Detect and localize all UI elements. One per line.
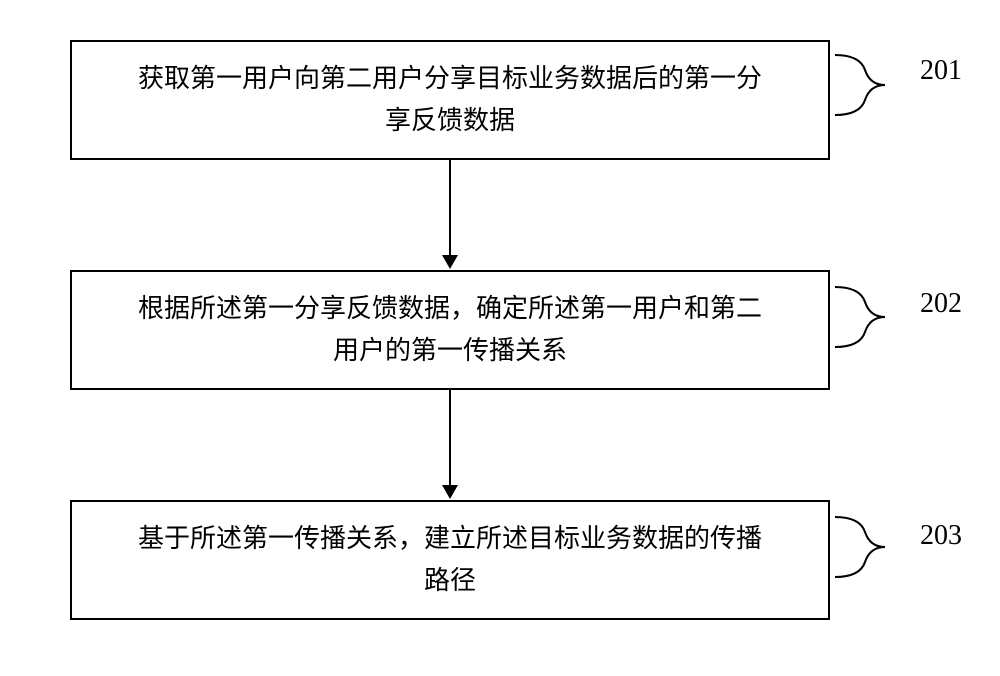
flowchart-step-2: 根据所述第一分享反馈数据，确定所述第一用户和第二 用户的第一传播关系	[70, 270, 830, 390]
step-1-line1: 获取第一用户向第二用户分享目标业务数据后的第一分	[138, 64, 762, 93]
arrow-line	[449, 160, 451, 255]
arrow-line	[449, 390, 451, 485]
flowchart-step-3: 基于所述第一传播关系，建立所述目标业务数据的传播 路径	[70, 500, 830, 620]
step-3-label: 203	[920, 520, 962, 552]
arrow-2-to-3	[442, 390, 458, 499]
step-2-line2: 用户的第一传播关系	[333, 336, 567, 365]
arrow-1-to-2	[442, 160, 458, 269]
step-2-label: 202	[920, 288, 962, 320]
step-1-line2: 享反馈数据	[385, 106, 515, 135]
flowchart-step-1: 获取第一用户向第二用户分享目标业务数据后的第一分 享反馈数据	[70, 40, 830, 160]
bracket-2	[835, 282, 915, 352]
step-2-text: 根据所述第一分享反馈数据，确定所述第一用户和第二 用户的第一传播关系	[118, 288, 782, 371]
bracket-1	[835, 50, 915, 120]
step-3-line1: 基于所述第一传播关系，建立所述目标业务数据的传播	[138, 524, 762, 553]
step-3-line2: 路径	[424, 566, 476, 595]
step-3-text: 基于所述第一传播关系，建立所述目标业务数据的传播 路径	[118, 518, 782, 601]
step-1-text: 获取第一用户向第二用户分享目标业务数据后的第一分 享反馈数据	[118, 58, 782, 141]
arrow-head-icon	[442, 255, 458, 269]
step-2-line1: 根据所述第一分享反馈数据，确定所述第一用户和第二	[138, 294, 762, 323]
flowchart-container: 获取第一用户向第二用户分享目标业务数据后的第一分 享反馈数据 201 根据所述第…	[0, 0, 1000, 676]
step-1-label: 201	[920, 55, 962, 87]
arrow-head-icon	[442, 485, 458, 499]
bracket-3	[835, 512, 915, 582]
